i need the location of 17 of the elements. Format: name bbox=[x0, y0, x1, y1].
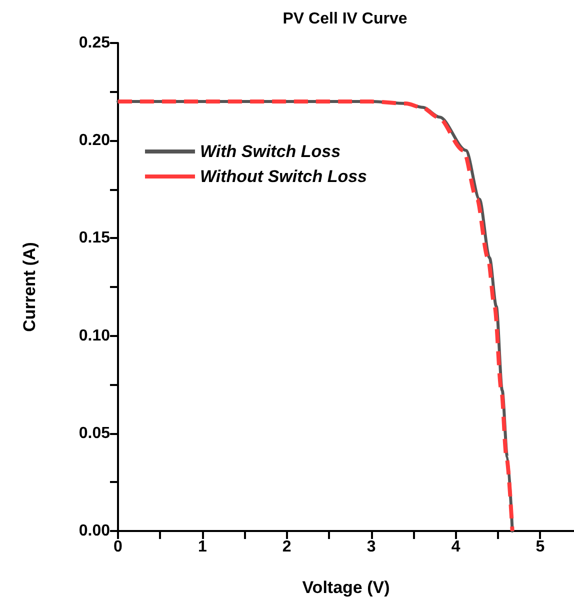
x-tick-label: 1 bbox=[198, 538, 207, 556]
x-tick-label: 0 bbox=[114, 538, 123, 556]
x-tick-label: 4 bbox=[451, 538, 460, 556]
y-tick-label: 0.20 bbox=[78, 132, 110, 150]
legend-label: With Switch Loss bbox=[200, 142, 341, 161]
y-axis-title: Current (A) bbox=[20, 242, 39, 332]
x-axis-title: Voltage (V) bbox=[302, 578, 390, 597]
x-tick-label: 2 bbox=[282, 538, 292, 556]
y-tick-label: 0.10 bbox=[78, 327, 110, 344]
x-tick-label: 5 bbox=[536, 538, 545, 556]
chart-title: PV Cell IV Curve bbox=[282, 10, 408, 28]
y-tick-label: 0.05 bbox=[78, 424, 110, 442]
y-tick-label: 0.25 bbox=[78, 34, 110, 52]
legend-label: Without Switch Loss bbox=[200, 167, 368, 186]
y-tick-label: 0.15 bbox=[78, 230, 110, 247]
x-tick-label: 3 bbox=[366, 538, 376, 556]
y-tick-label: 0.00 bbox=[78, 522, 110, 540]
